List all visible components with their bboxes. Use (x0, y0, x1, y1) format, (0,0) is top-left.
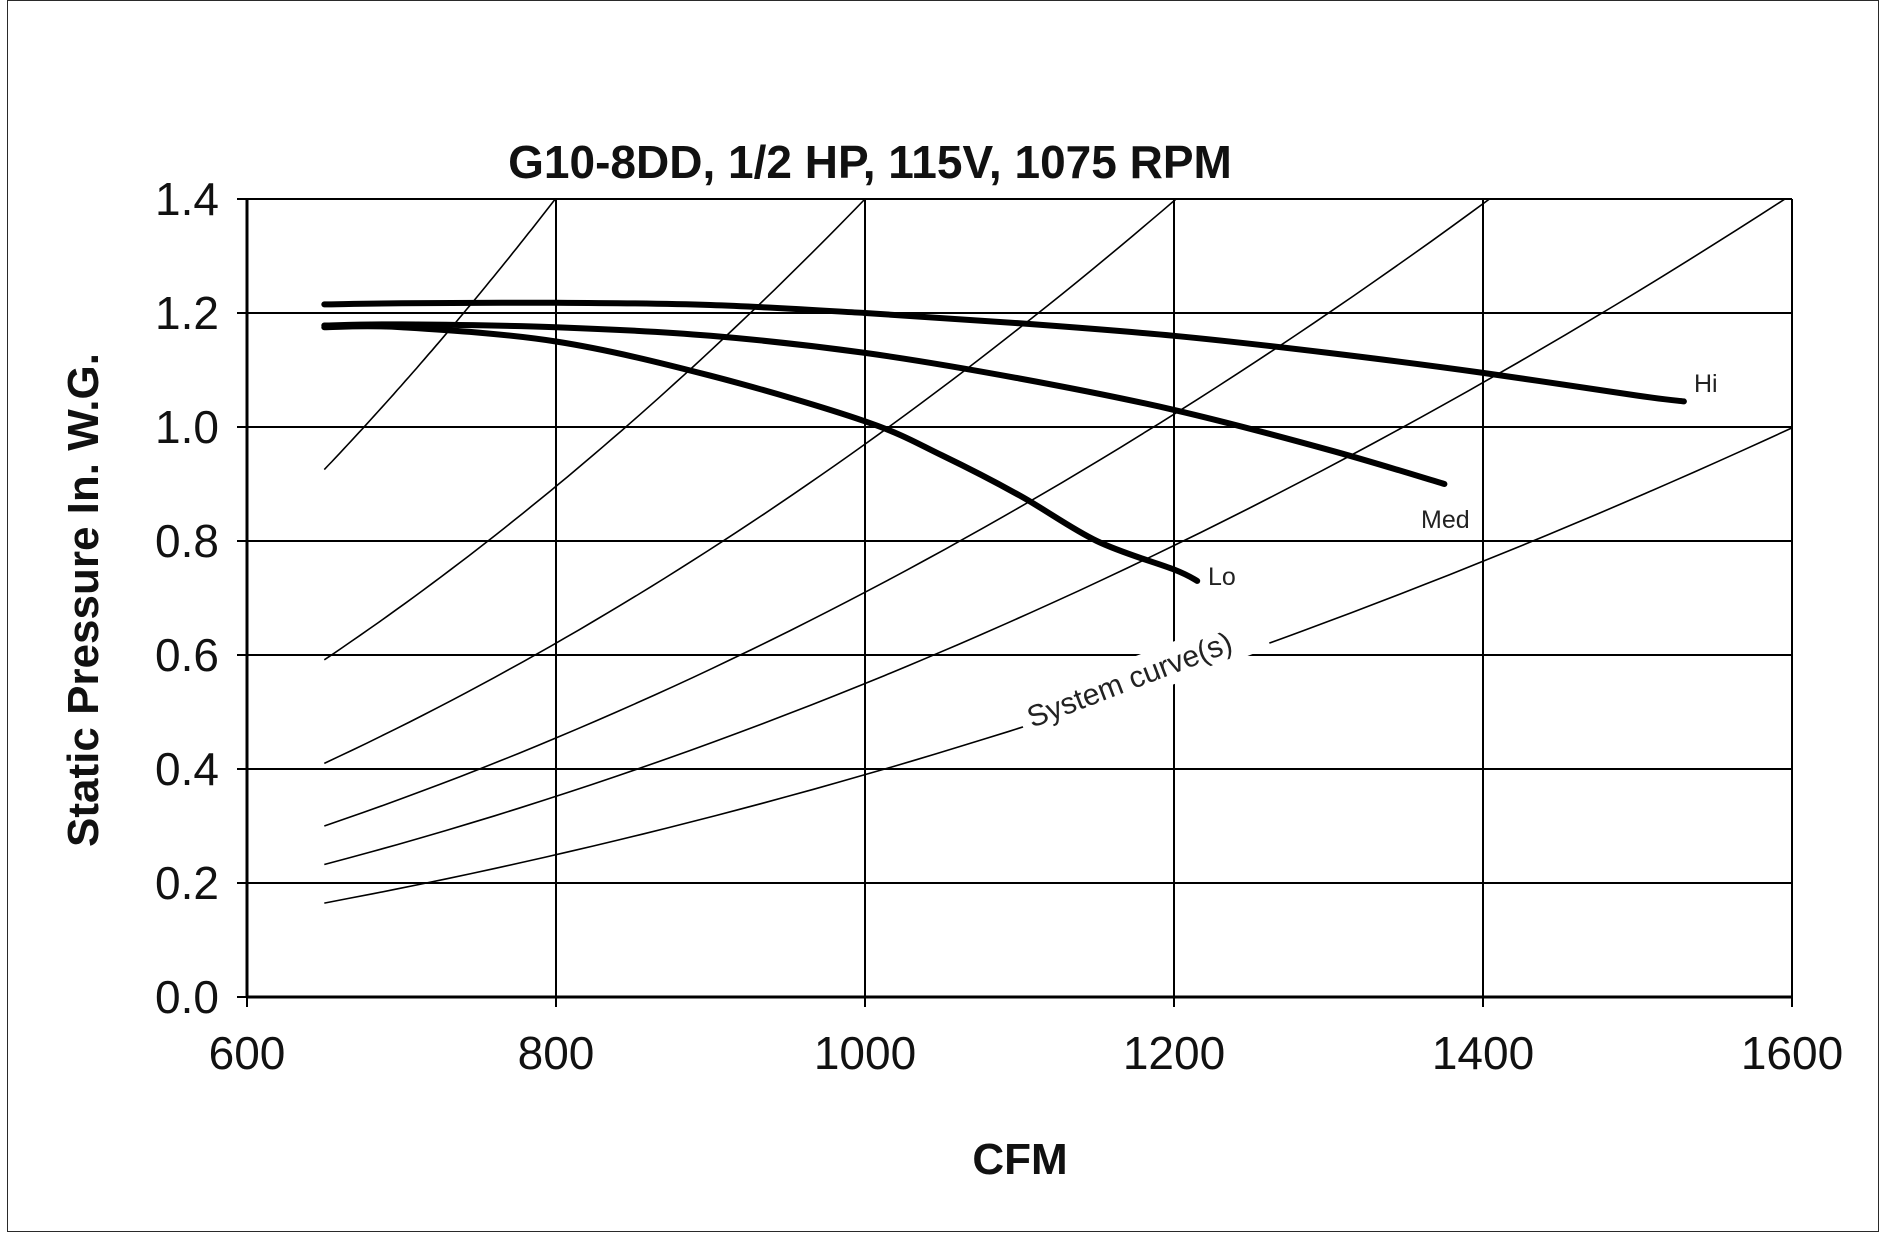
y-tick-label: 1.2 (155, 287, 219, 339)
x-tick-label: 1200 (1123, 1027, 1225, 1079)
series-label-med: Med (1421, 506, 1470, 534)
tick-labels: 600 800 1000 1200 1400 1600 0.0 0.2 0.4 0.6 0.8 1.0… (155, 173, 1843, 1079)
y-tick-label: 0.0 (155, 971, 219, 1023)
x-axis-title: CFM (972, 1135, 1067, 1184)
chart-frame (7, 0, 1879, 1232)
system-curve-label: System curve(s) (1023, 626, 1237, 734)
y-axis-title: Static Pressure In. W.G. (59, 353, 108, 847)
series-line-med (321, 321, 1448, 487)
series-line-lo (321, 323, 1201, 584)
grid (237, 198, 1793, 1007)
x-tick-label: 1600 (1741, 1027, 1843, 1079)
series-label-lo: Lo (1208, 563, 1236, 591)
y-tick-label: 1.0 (155, 401, 219, 453)
system-curve-2 (323, 198, 866, 661)
x-tick-label: 1400 (1432, 1027, 1534, 1079)
system-curve-label-bg (1013, 609, 1271, 741)
series-label-hi: Hi (1694, 370, 1718, 398)
system-curve-5 (324, 198, 1786, 866)
y-tick-label: 0.4 (155, 743, 219, 795)
y-tick-label: 0.2 (155, 857, 219, 909)
x-tick-label: 800 (518, 1027, 595, 1079)
performance-series (321, 299, 1687, 584)
chart-title: G10-8DD, 1/2 HP, 115V, 1075 RPM (508, 136, 1232, 188)
x-tick-label: 1000 (814, 1027, 916, 1079)
system-curve-4 (324, 198, 1490, 827)
system-curve-1 (323, 198, 556, 471)
y-tick-label: 0.6 (155, 629, 219, 681)
y-tick-label: 1.4 (155, 173, 219, 225)
series-line-hi (321, 299, 1687, 405)
system-curve-3 (323, 198, 1177, 765)
system-curve-6 (324, 427, 1793, 904)
y-tick-label: 0.8 (155, 515, 219, 567)
x-tick-label: 600 (209, 1027, 286, 1079)
